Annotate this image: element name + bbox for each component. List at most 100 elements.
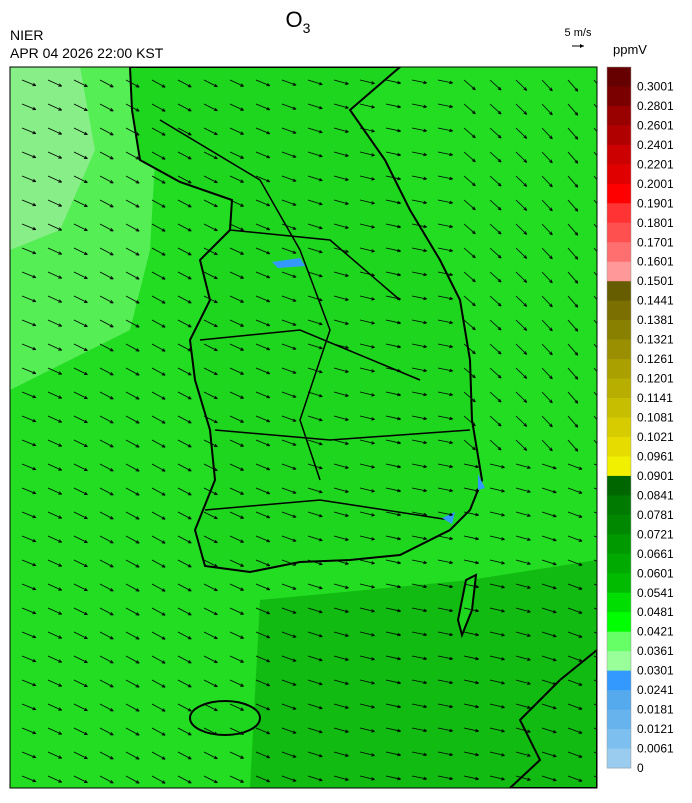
wind-arrow xyxy=(515,343,528,355)
wind-arrow xyxy=(203,223,218,232)
wind-arrow xyxy=(281,127,297,134)
wind-arrow-head xyxy=(240,227,244,231)
wind-arrow-shaft xyxy=(489,535,505,540)
wind-arrow xyxy=(307,175,323,182)
wind-arrow-head xyxy=(58,107,62,111)
wind-arrow xyxy=(229,535,244,543)
wind-arrow xyxy=(151,559,166,568)
wind-arrow xyxy=(21,655,37,663)
wind-arrow xyxy=(411,127,427,133)
wind-arrow-head xyxy=(574,87,579,92)
wind-arrow xyxy=(177,271,192,280)
wind-arrow xyxy=(47,343,62,351)
wind-arrow-shaft xyxy=(307,175,323,181)
wind-arrow xyxy=(333,703,349,709)
wind-arrow-shaft xyxy=(73,319,88,328)
wind-arrow-head xyxy=(240,179,244,183)
wind-arrow-head xyxy=(344,729,349,733)
wind-arrow-shaft xyxy=(177,463,192,472)
wind-arrow xyxy=(281,175,297,182)
wind-arrow xyxy=(411,103,427,109)
wind-arrow-shaft xyxy=(151,199,166,208)
wind-arrow xyxy=(307,439,323,446)
wind-arrow xyxy=(411,151,427,157)
wind-arrow-shaft xyxy=(73,751,88,760)
wind-arrow-head xyxy=(526,537,531,541)
wind-arrow xyxy=(437,463,453,469)
wind-arrow-head xyxy=(109,372,114,376)
wind-arrow-head xyxy=(371,273,375,277)
wind-arrow-head xyxy=(135,252,140,256)
wind-arrow-shaft xyxy=(47,247,62,255)
colorbar-segment xyxy=(607,86,631,107)
wind-arrow xyxy=(411,583,427,589)
wind-arrow-shaft xyxy=(515,583,531,589)
wind-arrow-head xyxy=(292,394,297,398)
wind-arrow-head xyxy=(32,274,37,279)
wind-arrow-shaft xyxy=(567,607,583,614)
wind-arrow-head xyxy=(475,776,479,781)
wind-arrow-head xyxy=(266,226,271,231)
wind-arrow-shaft xyxy=(281,415,297,422)
wind-arrow-head xyxy=(318,465,323,470)
wind-arrow-head xyxy=(548,207,553,212)
wind-arrow-shaft xyxy=(593,463,597,466)
wind-arrow-head xyxy=(187,420,192,424)
wind-arrow-shaft xyxy=(515,415,528,427)
colorbar-segment xyxy=(607,144,631,165)
wind-arrow-shaft xyxy=(21,223,37,231)
wind-arrow xyxy=(489,703,505,709)
wind-arrow-head xyxy=(471,206,476,211)
wind-arrow-shaft xyxy=(125,679,140,688)
wind-arrow xyxy=(541,79,553,92)
wind-arrow-shaft xyxy=(541,175,553,188)
wind-arrow xyxy=(359,631,375,637)
wind-arrow-head xyxy=(449,368,453,373)
wind-arrow-head xyxy=(600,256,603,259)
wind-arrow xyxy=(151,103,166,112)
wind-arrow-shaft xyxy=(541,631,557,637)
wind-arrow xyxy=(177,415,192,424)
wind-arrow-shaft xyxy=(151,127,166,136)
wind-arrow-head xyxy=(318,177,323,182)
wind-arrow-head xyxy=(471,374,476,379)
wind-arrow-head xyxy=(32,562,37,567)
wind-arrow-head xyxy=(318,609,323,614)
wind-arrow xyxy=(385,463,401,469)
colorbar-label: 0.1601 xyxy=(637,255,674,269)
wind-arrow-shaft xyxy=(203,607,218,616)
wind-arrow-head xyxy=(552,514,557,518)
wind-arrow-head xyxy=(292,130,297,134)
wind-arrow xyxy=(125,511,140,520)
wind-arrow xyxy=(203,463,218,472)
wind-arrow xyxy=(203,703,218,712)
wind-arrow-head xyxy=(523,423,528,427)
wind-arrow xyxy=(385,343,401,349)
wind-arrow-shaft xyxy=(567,679,583,686)
wind-arrow xyxy=(463,319,476,331)
wind-arrow xyxy=(203,319,218,328)
wind-arrow xyxy=(73,583,88,592)
colorbar-label: 0.0361 xyxy=(637,644,674,658)
wind-arrow xyxy=(489,727,505,733)
wind-arrow-shaft xyxy=(385,247,401,252)
wind-arrow-shaft xyxy=(489,223,502,235)
wind-arrow xyxy=(47,583,62,591)
wind-arrow-shaft xyxy=(489,415,502,427)
wind-arrow-shaft xyxy=(359,439,375,444)
wind-arrow-head xyxy=(449,344,453,349)
wind-arrow-shaft xyxy=(177,631,192,640)
wind-arrow-head xyxy=(318,393,323,398)
wind-arrow xyxy=(437,751,453,757)
wind-arrow-head xyxy=(292,682,297,686)
wind-arrow-shaft xyxy=(177,679,192,688)
wind-arrow-shaft xyxy=(47,295,62,303)
wind-arrow-head xyxy=(266,442,271,447)
wind-arrow-head xyxy=(523,351,528,355)
wind-arrow xyxy=(99,727,114,736)
wind-arrow-shaft xyxy=(333,463,349,469)
wind-arrow-head xyxy=(371,777,375,781)
wind-arrow-head xyxy=(83,683,88,688)
wind-arrow-head xyxy=(83,755,88,760)
